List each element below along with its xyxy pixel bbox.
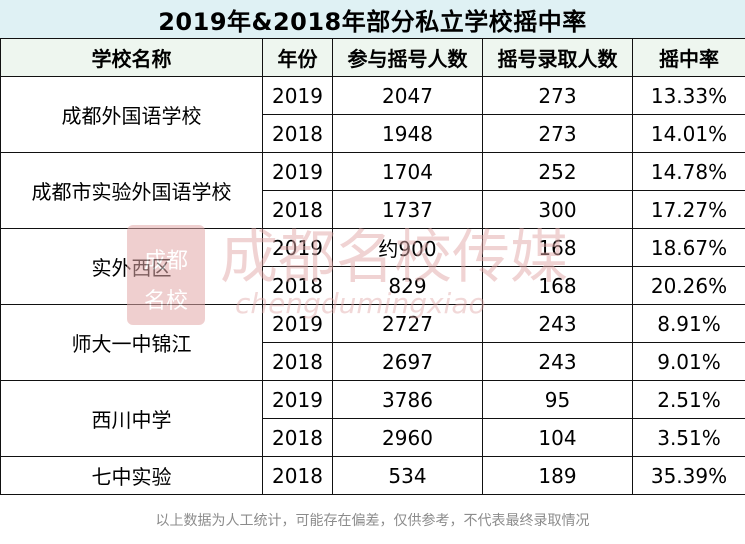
- header-school-name: 学校名称: [1, 39, 263, 77]
- year-cell: 2018: [263, 343, 333, 381]
- header-year: 年份: [263, 39, 333, 77]
- year-cell: 2018: [263, 267, 333, 305]
- participants-cell: 1948: [333, 115, 483, 153]
- rate-cell: 35.39%: [633, 457, 745, 495]
- table-row: 西川中学 2019 3786 95 2.51%: [1, 381, 745, 419]
- disclaimer-footer: 以上数据为人工统计，可能存在偏差，仅供参考，不代表最终录取情况: [0, 494, 745, 544]
- rate-cell: 3.51%: [633, 419, 745, 457]
- admitted-cell: 243: [483, 305, 633, 343]
- admitted-cell: 273: [483, 77, 633, 115]
- year-cell: 2018: [263, 115, 333, 153]
- year-cell: 2019: [263, 381, 333, 419]
- participants-cell: 约900: [333, 229, 483, 267]
- header-rate: 摇中率: [633, 39, 745, 77]
- year-cell: 2018: [263, 419, 333, 457]
- rate-cell: 14.01%: [633, 115, 745, 153]
- rate-cell: 14.78%: [633, 153, 745, 191]
- year-cell: 2019: [263, 305, 333, 343]
- header-admitted: 摇号录取人数: [483, 39, 633, 77]
- table-title-bar: 2019年&2018年部分私立学校摇中率: [0, 0, 745, 39]
- table-row: 成都外国语学校 2019 2047 273 13.33%: [1, 77, 745, 115]
- year-cell: 2019: [263, 153, 333, 191]
- rate-cell: 8.91%: [633, 305, 745, 343]
- participants-cell: 3786: [333, 381, 483, 419]
- table-body: 成都外国语学校 2019 2047 273 13.33% 2018 1948 2…: [1, 77, 745, 495]
- year-cell: 2019: [263, 229, 333, 267]
- table-row: 实外西区 2019 约900 168 18.67%: [1, 229, 745, 267]
- table-header-row: 学校名称 年份 参与摇号人数 摇号录取人数 摇中率: [1, 39, 745, 77]
- table-row: 成都市实验外国语学校 2019 1704 252 14.78%: [1, 153, 745, 191]
- admitted-cell: 168: [483, 229, 633, 267]
- year-cell: 2018: [263, 457, 333, 495]
- admitted-cell: 300: [483, 191, 633, 229]
- admitted-cell: 273: [483, 115, 633, 153]
- rate-cell: 18.67%: [633, 229, 745, 267]
- school-name-cell: 成都市实验外国语学校: [1, 153, 263, 229]
- admitted-cell: 243: [483, 343, 633, 381]
- rate-cell: 13.33%: [633, 77, 745, 115]
- table-title: 2019年&2018年部分私立学校摇中率: [158, 2, 587, 37]
- rate-cell: 17.27%: [633, 191, 745, 229]
- header-participants: 参与摇号人数: [333, 39, 483, 77]
- year-cell: 2019: [263, 77, 333, 115]
- table-row: 师大一中锦江 2019 2727 243 8.91%: [1, 305, 745, 343]
- table-row: 七中实验 2018 534 189 35.39%: [1, 457, 745, 495]
- school-name-cell: 西川中学: [1, 381, 263, 457]
- participants-cell: 2727: [333, 305, 483, 343]
- rate-cell: 9.01%: [633, 343, 745, 381]
- participants-cell: 2960: [333, 419, 483, 457]
- participants-cell: 2047: [333, 77, 483, 115]
- rate-cell: 20.26%: [633, 267, 745, 305]
- lottery-rate-table: 学校名称 年份 参与摇号人数 摇号录取人数 摇中率 成都外国语学校 2019 2…: [0, 38, 745, 495]
- admitted-cell: 189: [483, 457, 633, 495]
- participants-cell: 534: [333, 457, 483, 495]
- participants-cell: 1704: [333, 153, 483, 191]
- participants-cell: 1737: [333, 191, 483, 229]
- participants-cell: 2697: [333, 343, 483, 381]
- school-name-cell: 成都外国语学校: [1, 77, 263, 153]
- admitted-cell: 168: [483, 267, 633, 305]
- school-name-cell: 实外西区: [1, 229, 263, 305]
- admitted-cell: 104: [483, 419, 633, 457]
- admitted-cell: 95: [483, 381, 633, 419]
- rate-cell: 2.51%: [633, 381, 745, 419]
- school-name-cell: 七中实验: [1, 457, 263, 495]
- participants-cell: 829: [333, 267, 483, 305]
- admitted-cell: 252: [483, 153, 633, 191]
- year-cell: 2018: [263, 191, 333, 229]
- school-name-cell: 师大一中锦江: [1, 305, 263, 381]
